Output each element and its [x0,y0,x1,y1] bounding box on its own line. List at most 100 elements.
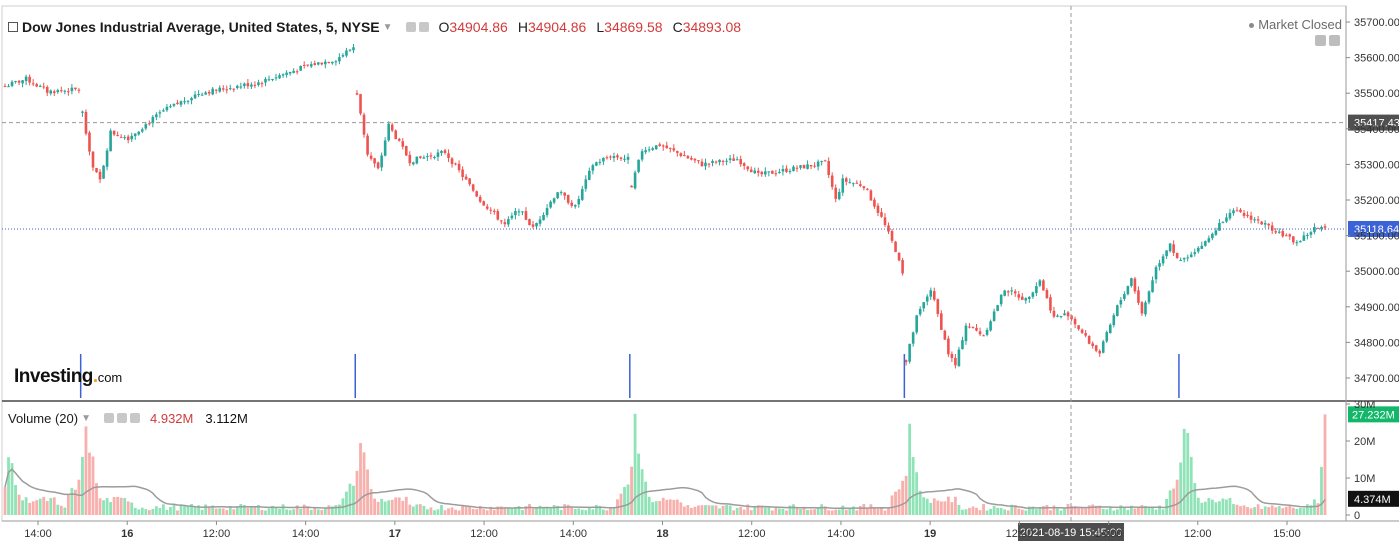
volume-bar [848,509,852,515]
low-value: 34869.58 [604,19,663,35]
volume-bar [1073,505,1077,515]
candle-body [1270,225,1274,231]
candle-body [570,202,574,206]
chevron-down-icon[interactable]: ▼ [382,21,393,33]
candle-body [179,101,183,105]
volume-bar [792,504,795,515]
candle-body [936,299,940,314]
candle-body [1066,312,1070,317]
candle-body [1281,231,1285,237]
candle-body [890,231,894,241]
volume-bar [3,487,7,515]
settings-icon[interactable] [405,22,416,32]
candle-body [1221,222,1225,224]
settings-icon[interactable] [104,413,114,423]
candle-body [880,212,883,217]
candle-body [767,171,771,173]
candle-body [1179,259,1182,261]
candle-body [623,158,626,160]
candle-body [1168,243,1172,252]
volume-tools[interactable] [101,411,140,426]
candle-body [1218,222,1221,231]
candle-body [637,159,640,172]
time-tick-label: 12:00 [470,528,498,540]
volume-bar [647,496,651,515]
volume-bar [1158,505,1161,515]
candle-body [844,178,848,182]
arrow-down-icon[interactable] [1329,35,1340,46]
candle-body [813,165,816,167]
volume-bar [1070,505,1073,515]
volume-bar [31,501,35,515]
volume-bar [901,480,904,515]
price-tick-label: 35100.00 [1354,231,1399,243]
volume-bar [918,490,922,515]
candle-body [873,199,876,207]
volume-bar [394,497,398,515]
candle-body [373,158,376,164]
candle-body [640,151,644,160]
volume-bar [200,509,204,515]
volume-bar [123,497,127,515]
candle-body [654,145,658,150]
price-tick-label: 35000.00 [1354,266,1399,278]
volume-bar [785,510,788,515]
volume-bar [887,507,890,515]
candle-body [306,64,310,66]
candle-body [507,219,510,225]
volume-bar [140,507,144,515]
volume-bar [70,488,74,515]
volume-bar [1168,490,1172,515]
volume-bar [651,502,655,515]
volume-bar [426,509,429,515]
volume-bar [1020,509,1024,515]
volume-bar [306,506,310,515]
settings-icons[interactable] [403,19,429,35]
volume-bar [1175,479,1179,515]
candle-body [968,326,971,328]
volume-bar [169,507,172,515]
volume-bar [429,507,433,515]
candle-body [1267,223,1270,226]
close-icon[interactable] [130,413,140,423]
candle-body [1137,290,1140,303]
candle-body [679,153,683,156]
candle-body [228,88,232,90]
volume-bar [320,510,324,515]
candle-body [982,335,985,337]
volume-bar [686,505,690,515]
volume-bar [499,506,503,515]
volume-bar [982,503,985,515]
volume-bar [274,508,278,515]
volume-bar [52,497,56,515]
time-tick-label: 14:00 [1095,528,1123,540]
current-price-badge [1348,220,1399,237]
candle-body [866,188,869,190]
candle-body [14,81,17,83]
candle-body [661,145,665,147]
candle-body [1151,280,1154,293]
volume-bar [679,502,683,515]
candle-body [77,89,81,91]
volume-bar [763,507,767,515]
volume-bar [605,510,609,515]
candle-body [651,148,654,150]
candle-body [1172,244,1175,253]
pane-buttons[interactable] [1312,33,1340,51]
gear-icon[interactable] [117,413,127,423]
gear-icon[interactable] [418,22,429,32]
candle-body [1207,238,1211,242]
candle-body [746,166,750,170]
candle-body [925,296,929,302]
chevron-down-icon[interactable]: ▼ [81,413,91,424]
volume-series [3,413,1327,515]
candle-body [1309,232,1313,235]
grid [1,5,1399,522]
volume-bar [81,456,84,515]
candle-body [183,101,186,103]
arrow-up-icon[interactable] [1315,35,1326,46]
candle-body [1087,335,1091,344]
candle-body [605,157,609,159]
collapse-icon[interactable] [8,22,18,32]
